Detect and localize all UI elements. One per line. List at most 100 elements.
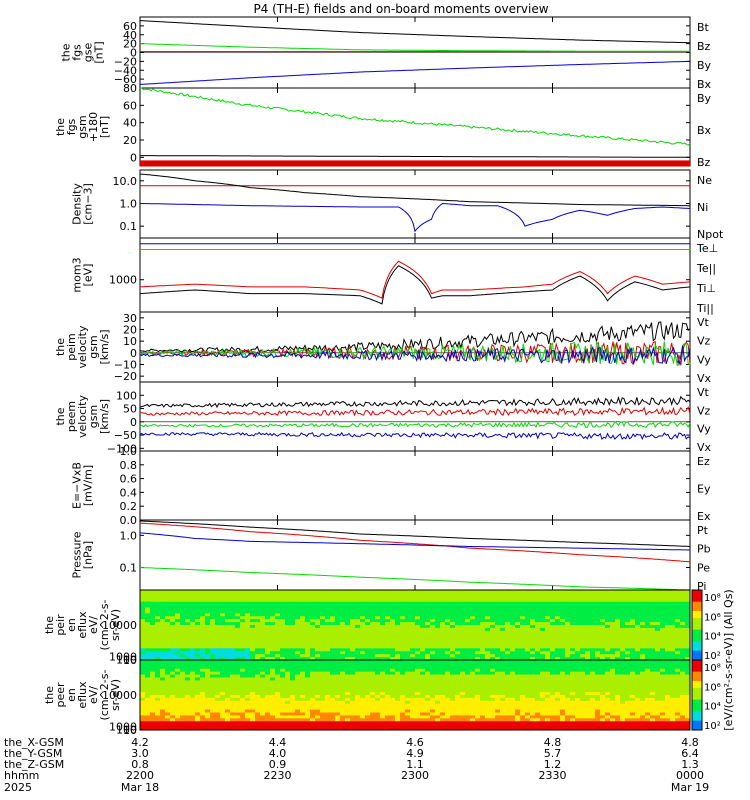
heat-cell bbox=[350, 660, 356, 664]
heat-cell bbox=[675, 648, 681, 652]
heat-cell bbox=[535, 627, 541, 632]
heat-cell bbox=[500, 648, 506, 652]
heat-cell bbox=[225, 592, 231, 597]
heat-cell bbox=[205, 721, 211, 725]
heat-cell bbox=[645, 633, 651, 638]
heat-cell bbox=[390, 706, 396, 711]
heat-cell bbox=[205, 607, 211, 611]
heat-cell bbox=[535, 709, 541, 713]
heat-cell bbox=[345, 613, 351, 617]
heat-cell bbox=[500, 610, 506, 614]
heat-cell bbox=[210, 651, 216, 655]
heat-cell bbox=[180, 706, 186, 711]
heat-cell bbox=[385, 619, 391, 623]
heat-cell bbox=[195, 616, 201, 620]
heat-cell bbox=[440, 645, 446, 649]
heat-cell bbox=[195, 604, 201, 608]
heat-cell bbox=[495, 622, 501, 626]
heat-cell bbox=[215, 668, 221, 673]
heat-cell bbox=[490, 636, 496, 641]
heat-cell bbox=[505, 607, 511, 611]
heat-cell bbox=[605, 657, 611, 661]
heat-cell bbox=[475, 601, 481, 606]
heat-cell bbox=[665, 633, 671, 638]
heat-cell bbox=[470, 677, 476, 681]
heat-cell bbox=[235, 592, 241, 597]
heat-cell bbox=[560, 619, 566, 623]
heat-cell bbox=[525, 683, 531, 687]
heat-cell bbox=[570, 630, 576, 635]
heat-cell bbox=[375, 727, 381, 731]
heat-cell bbox=[245, 671, 251, 676]
heat-cell bbox=[205, 613, 211, 617]
heat-cell bbox=[375, 718, 381, 722]
heat-cell bbox=[495, 604, 501, 608]
heat-cell bbox=[395, 706, 401, 711]
heat-cell bbox=[390, 604, 396, 608]
heat-cell bbox=[510, 648, 516, 652]
heat-cell bbox=[335, 683, 341, 687]
series-fgs-gsm-Bx bbox=[140, 155, 690, 158]
heat-cell bbox=[340, 660, 346, 664]
heat-cell bbox=[380, 695, 386, 699]
heat-cell bbox=[430, 697, 436, 702]
heat-cell bbox=[175, 709, 181, 713]
heat-cell bbox=[485, 721, 491, 725]
heat-cell bbox=[290, 660, 296, 664]
heat-cell bbox=[190, 695, 196, 699]
heat-cell bbox=[425, 601, 431, 606]
heat-cell bbox=[240, 657, 246, 661]
heat-cell bbox=[285, 697, 291, 702]
heat-cell bbox=[400, 616, 406, 620]
heat-cell bbox=[380, 718, 386, 722]
heat-cell bbox=[150, 668, 156, 673]
heat-cell bbox=[290, 610, 296, 614]
heat-cell bbox=[460, 633, 466, 638]
heat-cell bbox=[620, 633, 626, 638]
legend-peim-Vt: Vt bbox=[697, 316, 710, 329]
heat-cell bbox=[615, 607, 621, 611]
heat-cell bbox=[145, 660, 151, 664]
heat-cell bbox=[470, 625, 476, 629]
heat-cell bbox=[630, 601, 636, 606]
heat-cell bbox=[245, 680, 251, 684]
heat-cell bbox=[470, 619, 476, 623]
heat-cell bbox=[535, 689, 541, 693]
heat-cell bbox=[405, 709, 411, 713]
heat-cell bbox=[150, 648, 156, 652]
heat-cell bbox=[505, 642, 511, 646]
heat-cell bbox=[200, 654, 206, 658]
heat-cell bbox=[590, 598, 596, 603]
heat-cell bbox=[245, 727, 251, 731]
heat-cell bbox=[335, 651, 341, 655]
heat-cell bbox=[660, 630, 666, 635]
heat-cell bbox=[170, 636, 176, 641]
heat-cell bbox=[285, 601, 291, 606]
colorbar-cell bbox=[692, 655, 702, 659]
heat-cell bbox=[655, 654, 661, 658]
heat-cell bbox=[620, 657, 626, 661]
heat-cell bbox=[385, 715, 391, 719]
heat-cell bbox=[590, 645, 596, 649]
heat-cell bbox=[445, 686, 451, 690]
heat-cell bbox=[320, 598, 326, 603]
heat-cell bbox=[160, 671, 166, 676]
heat-cell bbox=[305, 590, 311, 594]
heat-cell bbox=[525, 692, 531, 696]
heat-cell bbox=[145, 715, 151, 719]
heat-cell bbox=[560, 639, 566, 643]
heat-cell bbox=[500, 683, 506, 687]
heat-cell bbox=[280, 718, 286, 722]
heat-cell bbox=[185, 627, 191, 632]
heat-cell bbox=[295, 727, 301, 731]
heat-cell bbox=[510, 619, 516, 623]
heat-cell bbox=[490, 683, 496, 687]
heat-cell bbox=[255, 695, 261, 699]
heat-cell bbox=[490, 674, 496, 678]
heat-cell bbox=[405, 692, 411, 696]
heat-cell bbox=[620, 625, 626, 629]
heat-cell bbox=[405, 721, 411, 725]
heat-cell bbox=[550, 642, 556, 646]
heat-cell bbox=[210, 630, 216, 635]
heat-cell bbox=[565, 648, 571, 652]
